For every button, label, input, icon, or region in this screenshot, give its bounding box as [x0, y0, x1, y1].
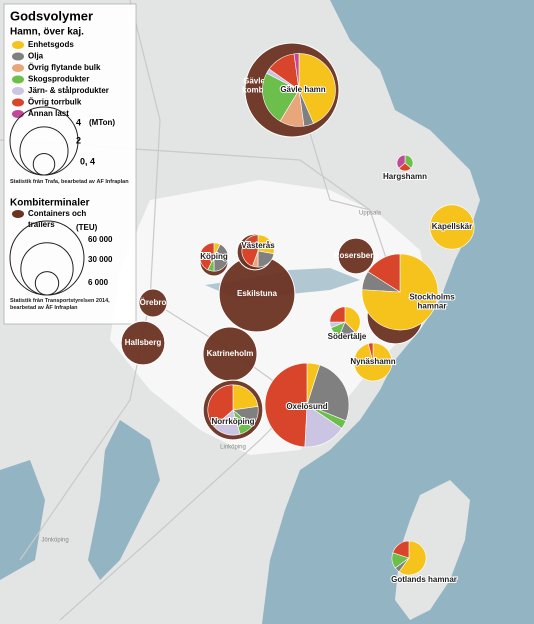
port-label: Köping: [200, 252, 228, 261]
terminal-size-circle: [34, 271, 60, 296]
terminal-title: Kombiterminaler: [10, 198, 90, 209]
port-label: Gotlands hamnar: [391, 575, 457, 584]
pie-slice: [257, 234, 275, 255]
legend: Godsvolymer Hamn, över kaj. (MTon) Stati…: [3, 3, 137, 325]
legend-swatch: [12, 110, 24, 118]
legend-label: Annan last: [28, 109, 69, 118]
size-label: 2: [76, 135, 81, 145]
legend-label: Enhetsgods: [28, 40, 74, 49]
pie-slice: [396, 154, 406, 169]
pie-slice: [293, 53, 300, 91]
terminal-label: Gävle: [243, 77, 265, 86]
legend-subtitle: Hamn, över kaj.: [10, 27, 84, 38]
place-name: Jönköping: [41, 538, 68, 544]
pie-slice: [207, 384, 234, 427]
gotland: [395, 480, 470, 620]
terminal-size-label: 30 000: [88, 255, 113, 264]
port-label: Oxelösund: [286, 402, 327, 411]
legend-label: Övrig torrbulk: [28, 98, 82, 107]
pie-slice: [367, 342, 374, 363]
port-label: hamnar: [418, 302, 447, 311]
lake: [88, 420, 160, 580]
pie-slice: [241, 234, 259, 267]
pie-slice: [232, 384, 259, 411]
legend-label: Olja: [28, 52, 44, 61]
pie-slice: [367, 253, 401, 293]
pie-slice: [306, 364, 350, 422]
pie-slice: [262, 72, 300, 122]
legend-title: Godsvolymer: [10, 8, 93, 23]
size-label: 4: [76, 117, 81, 127]
legend-box: [3, 3, 137, 325]
terminal-label: Örebro: [140, 298, 167, 307]
pie-slice: [264, 362, 308, 448]
terminal-source: Statistik från Transportstyrelsen 2014, …: [10, 298, 110, 311]
legend-swatch: [12, 87, 24, 95]
legend-label: Övrig flytande bulk: [28, 63, 101, 72]
port-label: Hargshamn: [383, 172, 427, 181]
lake: [0, 460, 45, 580]
port-label: Västerås: [241, 241, 275, 250]
legend-swatch: [12, 75, 24, 84]
terminal-size-label: 6 000: [88, 278, 109, 287]
legend-swatch: [12, 52, 24, 61]
terminal: [120, 320, 166, 366]
terminal-swatch: [12, 210, 24, 218]
terminal-label: Hallsberg: [125, 338, 162, 347]
terminal-legend-label: trailers: [28, 220, 55, 229]
pie-slice: [429, 204, 475, 250]
place-name: Linköping: [220, 445, 246, 451]
terminal-label: Rosersberg: [334, 251, 379, 260]
port-label: Norrköping: [211, 417, 254, 426]
pie-slice: [304, 404, 343, 448]
port-label: Södertälje: [328, 332, 367, 341]
terminal-source-text: Statistik från Transportstyrelsen 2014, …: [10, 298, 110, 311]
legend-swatch: [12, 98, 24, 107]
terminal-legend-label: Containers och: [28, 209, 86, 218]
port-label: Kapellskär: [432, 222, 472, 231]
terminal-label: kombi: [242, 86, 266, 95]
size-label: 0, 4: [80, 156, 95, 166]
pie-slice: [199, 242, 215, 271]
legend-label: Skogsprodukter: [28, 75, 89, 84]
terminal-label: Katrineholm: [207, 349, 254, 358]
pie-slice: [213, 243, 229, 272]
terminal-label: Eskilstuna: [237, 289, 278, 298]
pie-slice: [329, 306, 346, 323]
port-label: Stockholms: [409, 293, 455, 302]
pie-slice: [398, 540, 427, 576]
legend-swatch: [12, 41, 24, 49]
terminal: [138, 288, 168, 318]
port-label: Nynäshamn: [350, 357, 395, 366]
place-name: Uppsala: [359, 211, 382, 217]
terminal-size-label: 60 000: [88, 235, 113, 244]
size-unit: (MTon): [89, 118, 115, 127]
terminal-unit: (TEU): [76, 223, 98, 232]
port-label: Gävle hamn: [280, 85, 325, 94]
legend-swatch: [12, 64, 24, 72]
pie-slice: [344, 306, 361, 334]
size-circle: [32, 152, 56, 176]
pie-slice: [298, 53, 336, 124]
legend-label: Järn- & stålprodukter: [28, 86, 109, 95]
port-source-text: Statistik från Trafa, bearbetad av ÅF In…: [10, 179, 129, 185]
port-source: Statistik från Trafa, bearbetad av ÅF In…: [10, 179, 129, 185]
terminal: [337, 237, 375, 275]
pie-slice: [392, 540, 410, 559]
